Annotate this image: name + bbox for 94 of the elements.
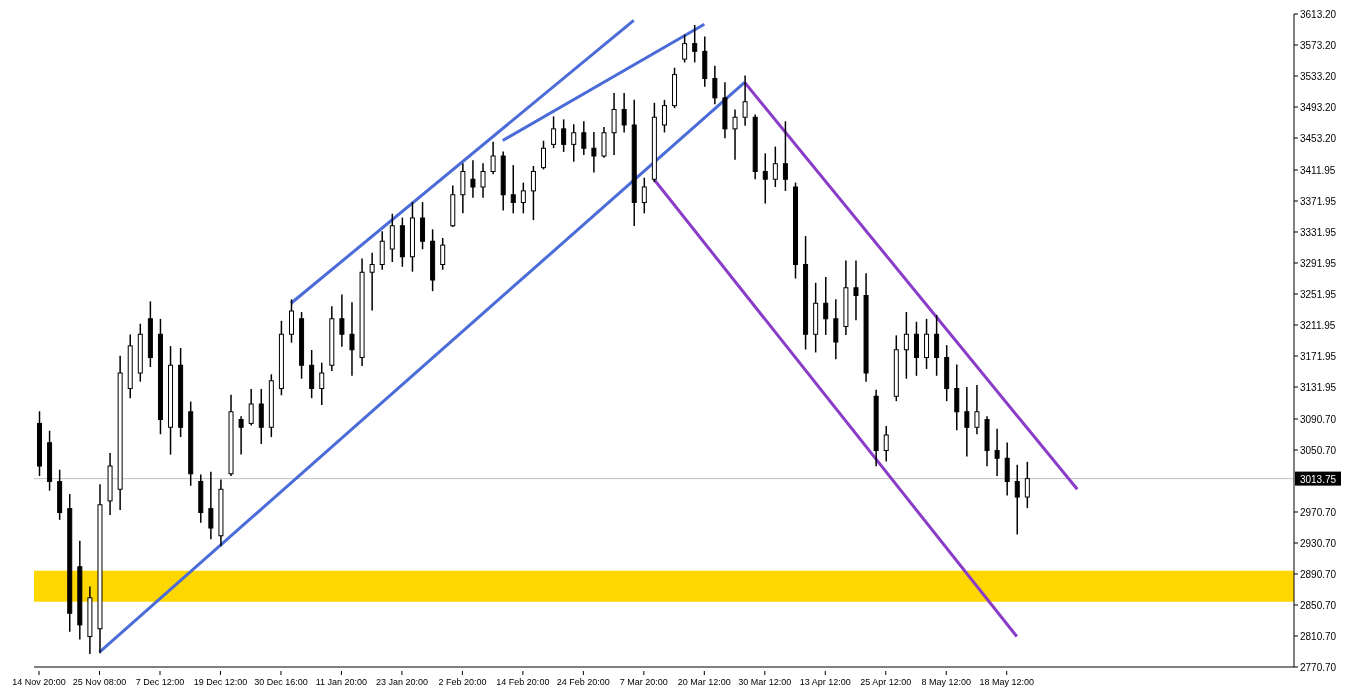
candlestick (309, 350, 315, 399)
candlestick (913, 321, 919, 376)
candlestick (742, 75, 748, 126)
candlestick (682, 34, 688, 63)
candlestick (349, 302, 355, 376)
x-tick-label: 13 Apr 12:00 (799, 677, 851, 687)
y-tick-label: 3171.95 (1300, 350, 1337, 362)
x-tick-label: 18 May 12:00 (979, 677, 1034, 687)
y-tick-label: 3493.20 (1300, 101, 1337, 113)
y-tick-label: 3533.20 (1300, 70, 1337, 82)
y-tick-label: 3251.95 (1300, 288, 1337, 300)
candlestick (561, 119, 567, 152)
candlestick (833, 299, 839, 360)
candlestick (551, 116, 557, 149)
candlestick (208, 471, 214, 540)
x-tick-label: 25 Nov 08:00 (72, 677, 127, 687)
candlestick (420, 202, 426, 250)
candlestick (853, 260, 859, 321)
y-tick-label: 3331.95 (1300, 226, 1337, 238)
candlestick (964, 386, 970, 457)
candlestick (389, 213, 395, 262)
candlestick (571, 124, 577, 162)
candlestick (954, 364, 960, 431)
candlestick (994, 428, 1000, 477)
candlestick (692, 24, 698, 63)
y-tick-label: 2970.70 (1300, 506, 1337, 518)
candlestick (460, 163, 466, 214)
candlestick (661, 99, 667, 133)
y-tick-label: 3050.70 (1300, 444, 1337, 456)
candlestick (611, 93, 617, 155)
y-tick-label: 2850.70 (1300, 599, 1337, 611)
x-tick-label: 14 Nov 20:00 (12, 677, 66, 687)
y-tick-label: 3090.70 (1300, 413, 1337, 425)
candlestick (1014, 464, 1020, 535)
candlestick (541, 140, 546, 170)
x-tick-label: 7 Mar 20:00 (619, 677, 668, 687)
candlestick (520, 182, 526, 214)
x-tick-label: 11 Jan 20:00 (315, 677, 368, 687)
candlestick (289, 299, 294, 343)
x-tick-label: 7 Dec 12:00 (135, 677, 185, 687)
candlestick (903, 312, 909, 379)
x-tick-label: 25 Apr 12:00 (860, 677, 912, 687)
y-tick-label: 3211.95 (1300, 319, 1336, 331)
candlestick (510, 165, 516, 214)
candlestick (732, 109, 738, 160)
x-tick-label: 2 Feb 20:00 (438, 677, 487, 687)
y-tick-label: 2930.70 (1300, 537, 1337, 549)
candlestick (601, 127, 607, 158)
candlestick (258, 388, 264, 444)
y-tick-label: 2770.70 (1300, 661, 1337, 673)
y-tick-label: 3131.95 (1300, 381, 1337, 393)
candlestick (530, 166, 536, 221)
y-tick-label: 3613.20 (1300, 8, 1337, 20)
candlestick (1004, 442, 1010, 496)
candlestick (883, 425, 889, 462)
y-tick-label: 2810.70 (1300, 630, 1337, 642)
candlestick (379, 231, 385, 270)
candlestick (782, 121, 788, 191)
x-tick-label: 14 Feb 20:00 (496, 677, 550, 687)
candlestick (470, 160, 476, 198)
candlestick (641, 177, 647, 214)
x-tick-label: 8 May 12:00 (921, 677, 972, 687)
candlestick (369, 252, 375, 311)
x-tick-label: 20 Mar 12:00 (677, 677, 731, 687)
candlestick (762, 153, 768, 204)
x-tick-label: 19 Dec 12:00 (193, 677, 248, 687)
candlestick (974, 384, 980, 435)
x-tick-label: 23 Jan 20:00 (375, 677, 428, 687)
candlestick (339, 294, 345, 347)
candlestick (772, 146, 778, 188)
candlestick (934, 314, 940, 376)
y-tick-label: 2890.70 (1300, 568, 1337, 580)
candlestick (1024, 461, 1030, 509)
candlestick (712, 65, 718, 105)
candlestick (621, 93, 627, 133)
y-tick-label: 3453.20 (1300, 132, 1337, 144)
candlestick (480, 163, 486, 198)
candlestick (490, 141, 496, 175)
candlestick (319, 362, 325, 405)
candlestick (581, 121, 587, 155)
candlestick (440, 238, 446, 270)
y-tick-label: 3411.95 (1300, 164, 1336, 176)
candlestick (823, 277, 829, 335)
x-tick-label: 30 Mar 12:00 (738, 677, 792, 687)
y-tick-label: 3573.20 (1300, 39, 1337, 51)
x-tick-label: 30 Dec 16:00 (254, 677, 308, 687)
candlestick (924, 318, 930, 369)
candlestick (238, 416, 244, 455)
y-tick-label: 3371.95 (1300, 195, 1337, 207)
y-tick-label: 3291.95 (1300, 257, 1337, 269)
x-tick-label: 24 Feb 20:00 (556, 677, 610, 687)
candlestick (591, 131, 597, 173)
ref-line-label: 3013.75 (1299, 473, 1337, 485)
candlestick (248, 388, 254, 426)
